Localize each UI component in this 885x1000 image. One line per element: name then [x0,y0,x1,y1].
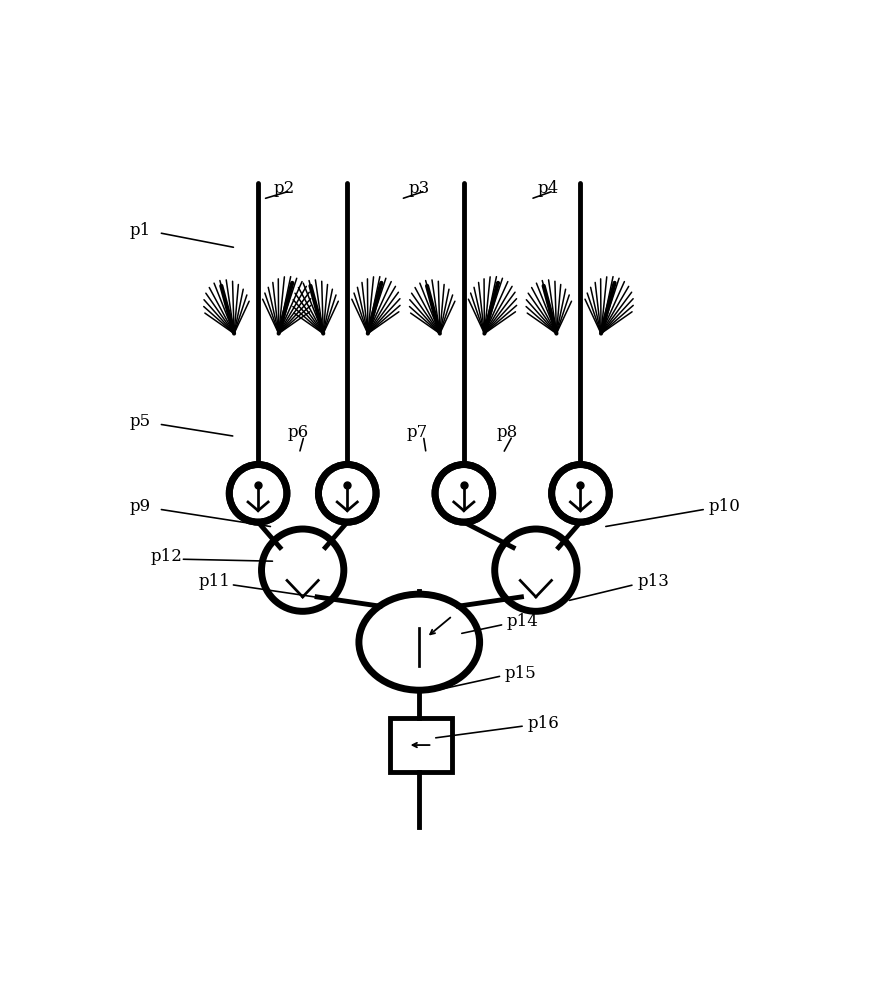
Text: p2: p2 [273,180,295,197]
Text: p15: p15 [505,665,537,682]
Bar [390,718,452,772]
Text: p3: p3 [409,180,430,197]
Text: p14: p14 [507,613,539,630]
Text: p10: p10 [709,498,741,515]
Text: p11: p11 [198,573,230,590]
Text: p1: p1 [130,222,151,239]
Text: p7: p7 [407,424,428,441]
Text: p4: p4 [537,180,558,197]
Text: p6: p6 [288,424,309,441]
Text: p13: p13 [637,573,669,590]
Text: p8: p8 [496,424,518,441]
Text: p16: p16 [527,715,559,732]
Text: p9: p9 [130,498,151,515]
Text: p12: p12 [150,548,182,565]
Text: p5: p5 [130,413,151,430]
